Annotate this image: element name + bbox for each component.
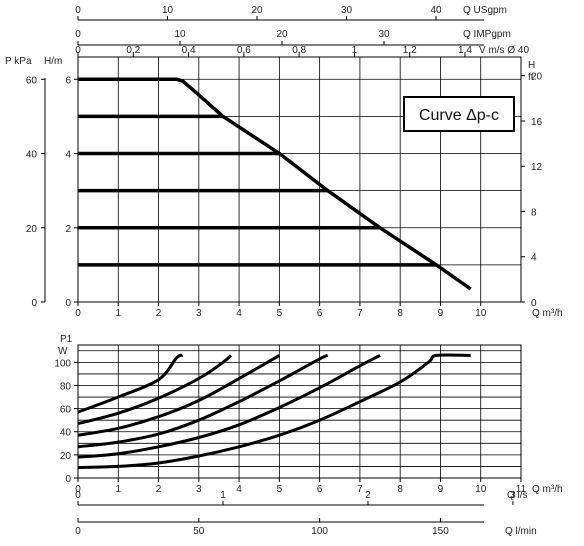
power-curve-5	[77, 354, 233, 426]
y-tick-label: 100	[54, 358, 71, 369]
y-axis-label-kpa: P kPa	[5, 56, 32, 67]
head-curve-6	[78, 77, 472, 291]
power-curve-6	[77, 353, 184, 414]
y-tick-label: 20	[60, 451, 72, 462]
lmin-tick-label: 0	[75, 526, 81, 537]
lmin-axis-label: Q l/min	[505, 526, 537, 537]
x-tick-label: 2	[156, 484, 162, 495]
x-tick-label: 8	[397, 484, 403, 495]
curve-title: Curve Δp-c	[419, 107, 499, 124]
y-tick-label-h: 4	[65, 150, 71, 161]
x-tick-label: 0	[75, 308, 81, 319]
x-tick-label: 3	[196, 308, 202, 319]
y-tick-label-h: 2	[65, 224, 71, 235]
usgpm-tick-label: 30	[341, 5, 353, 16]
y-tick-label-ft: 16	[531, 117, 543, 128]
x-tick-label: 11	[516, 484, 527, 495]
usgpm-tick-label: 0	[75, 5, 81, 16]
impgpm-tick-label: 30	[378, 29, 390, 40]
y-tick-label-ft: 0	[531, 298, 537, 309]
x-tick-label: 10	[475, 484, 487, 495]
lmin-tick-label: 50	[193, 526, 205, 537]
velocity-tick-label: 1	[352, 45, 358, 56]
impgpm-tick-label: 20	[276, 29, 288, 40]
power-curve-1	[77, 353, 471, 470]
velocity-tick-label: 1,4	[458, 45, 472, 56]
y-tick-label-ft: 20	[531, 72, 543, 83]
x-tick-label: 6	[317, 308, 323, 319]
ls-tick-label: 2	[365, 490, 371, 501]
x-tick-label: 3	[196, 484, 202, 495]
velocity-tick-label: 0,4	[182, 45, 196, 56]
y-tick-label-kpa: 20	[26, 224, 38, 235]
x-axis-label: Q m³/h	[532, 484, 563, 495]
lmin-tick-label: 100	[311, 526, 328, 537]
x-tick-label: 9	[438, 484, 444, 495]
y-axis-label: P1	[60, 334, 73, 345]
y-tick-label: 40	[60, 428, 72, 439]
ls-tick-label: 3	[510, 490, 516, 501]
impgpm-axis-label: Q IMPgpm	[463, 29, 511, 40]
velocity-axis-label: V m/s Ø 40	[479, 45, 529, 56]
x-tick-label: 7	[357, 484, 363, 495]
x-tick-label: 5	[277, 484, 283, 495]
curve-title-box	[403, 96, 515, 132]
usgpm-tick-label: 40	[430, 5, 442, 16]
y-tick-label-ft: 4	[531, 253, 537, 264]
y-tick-label: 60	[60, 405, 72, 416]
y-axis-label-unit: W	[58, 346, 68, 357]
usgpm-axis-label: Q USgpm	[463, 5, 507, 16]
y-tick-label-kpa: 40	[26, 150, 38, 161]
ls-tick-label: 1	[220, 490, 226, 501]
power-curve-4	[77, 354, 281, 437]
y-tick-label-h: 0	[65, 298, 71, 309]
x-axis-label: Q m³/h	[532, 308, 563, 319]
velocity-tick-label: 1,2	[403, 45, 417, 56]
y-tick-label-kpa: 0	[31, 298, 37, 309]
ls-tick-label: 0	[75, 490, 81, 501]
x-tick-label: 8	[397, 308, 403, 319]
x-tick-label: 5	[277, 308, 283, 319]
y-tick-label-h: 6	[65, 75, 71, 86]
x-tick-label: 0	[75, 484, 81, 495]
velocity-tick-label: 0	[75, 45, 81, 56]
x-tick-label: 6	[317, 484, 323, 495]
power-curve-3	[77, 353, 329, 449]
y-axis-label-right-unit: ft	[528, 72, 534, 83]
impgpm-tick-label: 0	[75, 29, 81, 40]
y-tick-label: 0	[65, 474, 71, 485]
y-tick-label: 80	[60, 381, 72, 392]
velocity-tick-label: 0,8	[292, 45, 306, 56]
x-tick-label: 10	[475, 308, 487, 319]
velocity-tick-label: 0,2	[126, 45, 140, 56]
power-curve-2	[77, 354, 381, 459]
plot-frame	[77, 344, 522, 479]
impgpm-tick-label: 10	[174, 29, 186, 40]
x-tick-label: 7	[357, 308, 363, 319]
usgpm-tick-label: 10	[162, 5, 174, 16]
ls-axis-label: Q l/s	[507, 490, 528, 501]
x-tick-label: 2	[156, 308, 162, 319]
y-tick-label-ft: 8	[531, 207, 537, 218]
y-tick-label-ft: 12	[531, 162, 543, 173]
y-axis-label-right: H	[528, 60, 535, 71]
x-tick-label: 4	[236, 484, 242, 495]
y-tick-label-kpa: 60	[26, 75, 38, 86]
x-tick-label: 1	[115, 484, 121, 495]
lmin-tick-label: 150	[432, 526, 449, 537]
usgpm-tick-label: 20	[251, 5, 263, 16]
x-tick-label: 1	[115, 308, 121, 319]
x-tick-label: 4	[236, 308, 242, 319]
x-tick-label: 9	[438, 308, 444, 319]
y-axis-label-h: H/m	[44, 56, 62, 67]
velocity-tick-label: 0,6	[237, 45, 251, 56]
